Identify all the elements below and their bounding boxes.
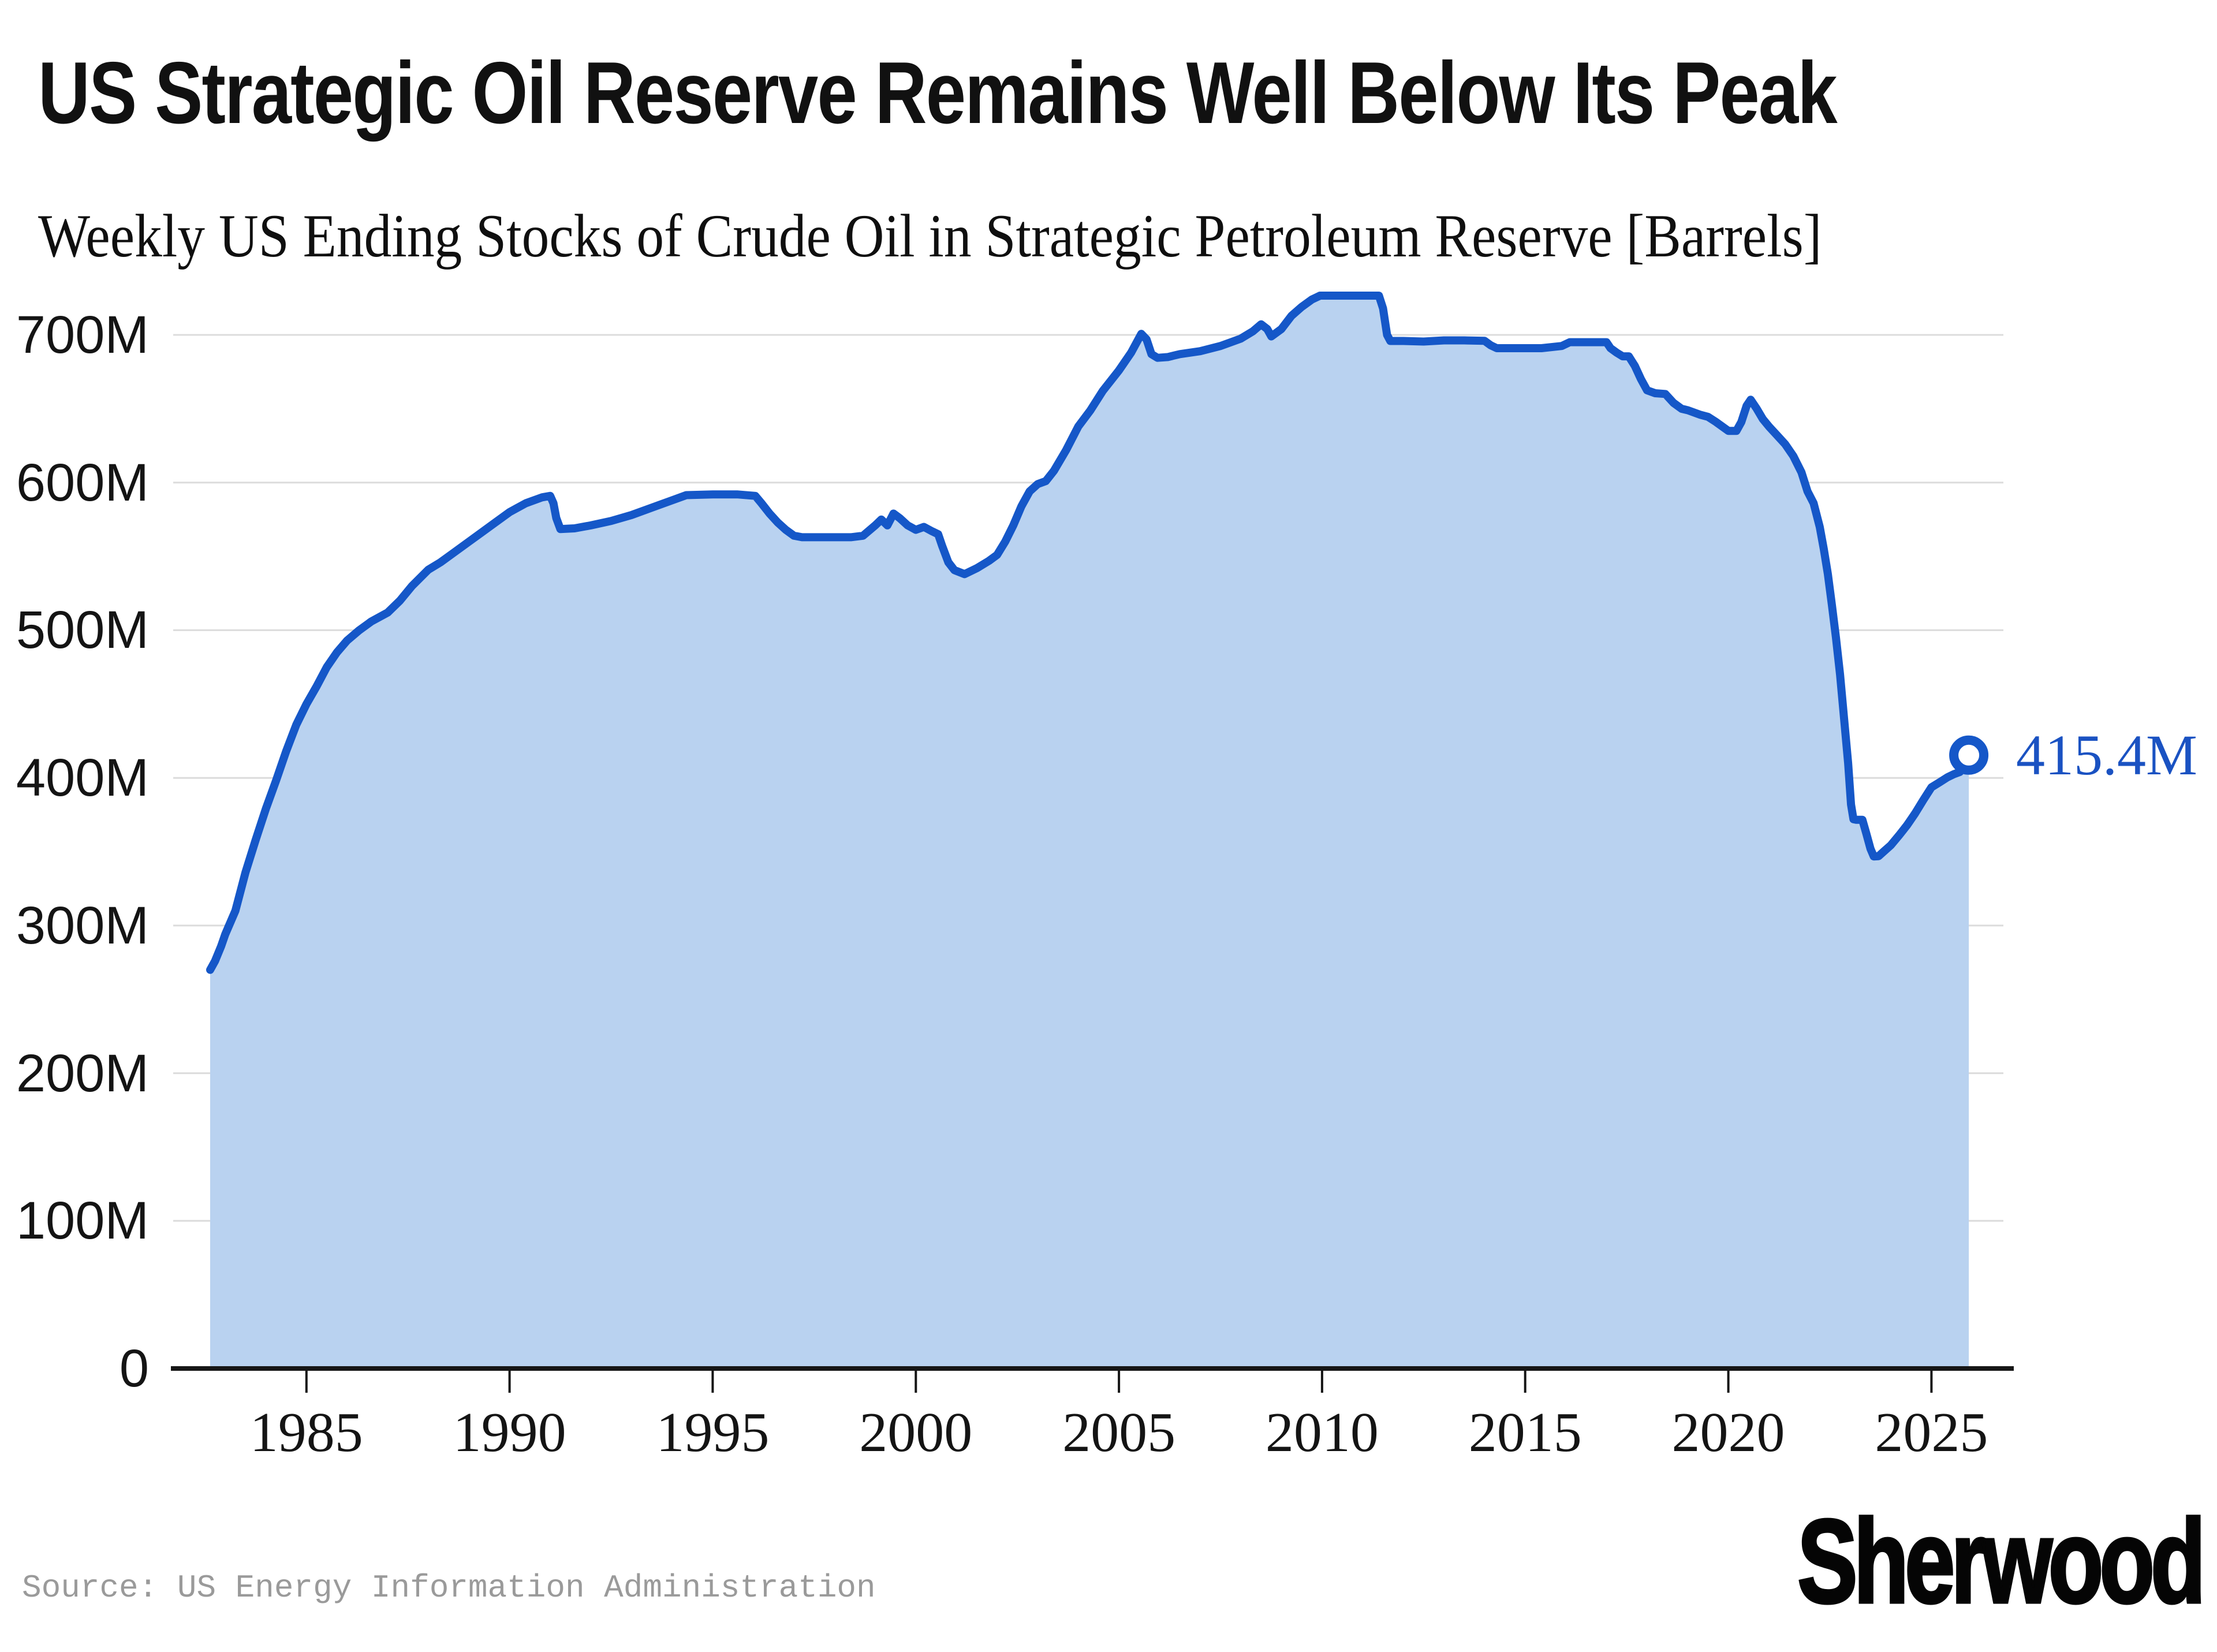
y-axis-tick-label: 600M <box>16 453 149 512</box>
y-axis-tick-label: 100M <box>16 1191 149 1251</box>
y-axis-tick-label: 300M <box>16 896 149 955</box>
x-axis-tick-label: 1985 <box>249 1401 363 1464</box>
end-value-label: 415.4M <box>2016 722 2197 787</box>
x-axis-ticks <box>305 1371 1933 1393</box>
endpoint-marker <box>1949 735 1989 775</box>
data-line <box>206 292 1973 974</box>
x-axis-tick-label: 2000 <box>859 1401 973 1464</box>
x-axis-tick-label: 2015 <box>1468 1401 1582 1464</box>
x-axis-tick-label: 2020 <box>1671 1401 1785 1464</box>
source-note: Source: US Energy Information Administra… <box>22 1569 876 1606</box>
chart-title: US Strategic Oil Reserve Remains Well Be… <box>38 44 1838 142</box>
x-axis-tick-label: 2010 <box>1265 1401 1379 1464</box>
y-axis-tick-label: 400M <box>16 748 149 808</box>
y-axis-tick-label: 500M <box>16 601 149 660</box>
x-axis-tick-label: 2025 <box>1875 1401 1988 1464</box>
x-axis-tick-label: 1995 <box>656 1401 770 1464</box>
sherwood-logo: Sherwood <box>1797 1494 2207 1629</box>
chart-subtitle: Weekly US Ending Stocks of Crude Oil in … <box>38 202 1822 270</box>
y-axis-tick-label: 700M <box>16 305 149 365</box>
x-axis-tick-label: 1990 <box>453 1401 566 1464</box>
area-fill <box>210 296 1969 1368</box>
y-axis-tick-label: 0 <box>119 1339 149 1398</box>
x-axis-tick-label: 2005 <box>1062 1401 1176 1464</box>
y-axis-tick-label: 200M <box>16 1043 149 1103</box>
